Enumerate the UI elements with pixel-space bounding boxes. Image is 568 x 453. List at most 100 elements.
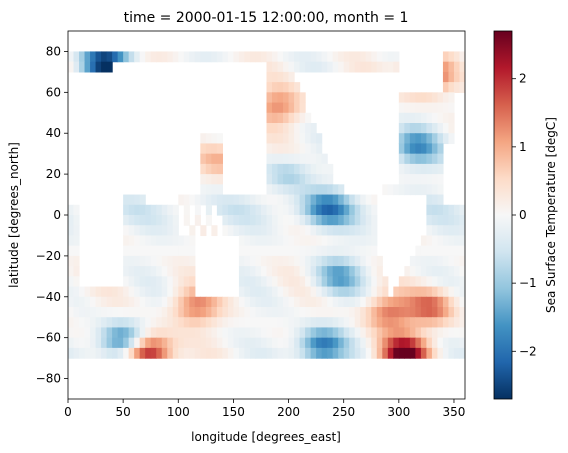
sst-cell	[365, 215, 372, 226]
sst-cell	[272, 163, 279, 175]
sst-cell	[205, 204, 212, 216]
sst-cell	[354, 235, 361, 247]
sst-cell	[244, 255, 251, 267]
sst-cell	[255, 255, 262, 267]
sst-cell	[448, 112, 455, 124]
sst-cell	[332, 276, 339, 288]
sst-cell	[437, 112, 444, 124]
sst-cell	[183, 307, 190, 318]
sst-cell	[437, 296, 444, 308]
sst-cell	[365, 266, 372, 277]
sst-cell	[277, 245, 284, 257]
sst-cell	[266, 143, 273, 155]
sst-cell	[73, 317, 80, 329]
sst-cell	[183, 235, 190, 247]
sst-cell	[409, 266, 416, 277]
sst-cell	[167, 225, 174, 237]
sst-cell	[354, 317, 361, 329]
sst-cell	[68, 51, 75, 63]
sst-cell	[112, 296, 119, 308]
sst-cell	[216, 307, 223, 318]
sst-cell	[431, 123, 439, 134]
sst-cell	[272, 143, 279, 155]
sst-cell	[68, 215, 75, 226]
sst-cell	[437, 204, 444, 216]
sst-cell	[161, 286, 168, 298]
sst-cell	[112, 337, 119, 349]
sst-cell	[294, 225, 301, 237]
sst-cell	[365, 317, 372, 329]
colorbar-ticks: −2 −1 0 1 2	[512, 72, 537, 358]
sst-cell	[409, 307, 416, 318]
sst-cell	[448, 347, 455, 359]
sst-cell	[316, 276, 323, 288]
sst-cell	[404, 102, 411, 114]
sst-cell	[178, 317, 185, 329]
sst-cell	[178, 194, 185, 206]
sst-cell	[167, 215, 174, 226]
sst-cell	[205, 51, 212, 63]
sst-cell	[134, 347, 141, 359]
sst-cell	[409, 184, 416, 196]
sst-cell	[305, 337, 312, 349]
sst-cell	[299, 255, 306, 267]
sst-cell	[404, 174, 411, 185]
sst-cell	[84, 327, 91, 339]
sst-cell	[316, 296, 323, 308]
sst-cell	[420, 235, 427, 247]
sst-cell	[222, 225, 229, 237]
sst-cell	[310, 307, 317, 318]
sst-cell	[189, 296, 196, 308]
sst-cell	[211, 194, 218, 206]
sst-cell	[167, 235, 174, 247]
sst-cell	[431, 133, 439, 145]
sst-cell	[283, 307, 290, 318]
sst-cell	[448, 82, 455, 93]
sst-cell	[310, 266, 317, 277]
sst-cell	[338, 204, 345, 216]
sst-cell	[194, 296, 201, 308]
sst-cell	[371, 225, 378, 237]
sst-cell	[387, 327, 394, 339]
sst-cell	[442, 112, 450, 124]
sst-cell	[128, 266, 135, 277]
sst-cell	[310, 225, 317, 237]
sst-cell	[123, 204, 130, 216]
sst-cell	[459, 266, 465, 277]
sst-cell	[277, 266, 284, 277]
sst-cell	[101, 296, 108, 308]
sst-cell	[277, 225, 284, 237]
sst-cell	[453, 286, 461, 298]
sst-cell	[101, 327, 108, 339]
sst-cell	[150, 215, 157, 226]
sst-cell	[310, 255, 317, 267]
sst-cell	[233, 215, 240, 226]
sst-cell	[448, 123, 455, 134]
sst-cell	[365, 286, 372, 298]
sst-cell	[431, 153, 439, 165]
sst-cell	[448, 71, 455, 83]
sst-cell	[134, 317, 141, 329]
sst-cell	[431, 102, 439, 114]
sst-cell	[420, 317, 427, 329]
sst-cell	[150, 307, 157, 318]
sst-cell	[288, 245, 295, 257]
sst-cell	[294, 112, 301, 124]
sst-cell	[321, 61, 328, 73]
sst-cell	[294, 235, 301, 247]
sst-cell	[95, 61, 102, 73]
sst-cell	[321, 194, 328, 206]
sst-cell	[453, 82, 461, 93]
sst-cell	[68, 286, 75, 298]
sst-cell	[128, 337, 135, 349]
sst-cell	[398, 102, 405, 114]
sst-cell	[238, 317, 246, 329]
sst-cell	[266, 204, 273, 216]
sst-cell	[277, 276, 284, 288]
sst-cell	[371, 61, 378, 73]
sst-cell	[327, 163, 334, 175]
sst-cell	[327, 61, 334, 73]
sst-cell	[371, 266, 378, 277]
sst-cell	[211, 296, 218, 308]
sst-cell	[216, 317, 223, 329]
